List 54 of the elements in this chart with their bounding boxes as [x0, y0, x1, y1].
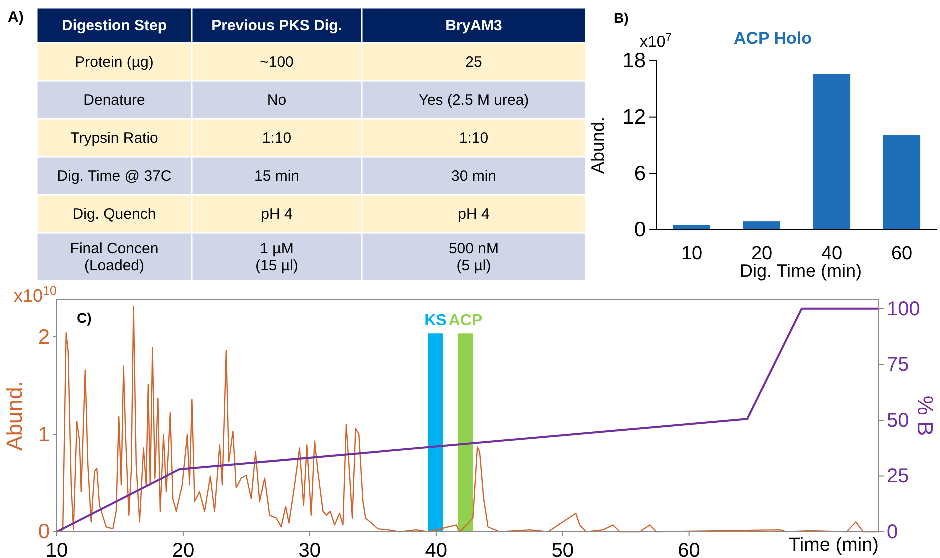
text: Yes (2.5 M urea)	[418, 92, 530, 109]
text: BryAM3	[446, 18, 502, 34]
text: Trypsin Ratio	[70, 130, 158, 147]
x-axis-title: Time (min)	[788, 535, 879, 556]
y2-tick-label: 50	[887, 410, 910, 432]
text: x10$^{7}$	[640, 32, 672, 51]
text: Final Concen (Loaded)	[70, 240, 159, 274]
text: ~100	[260, 54, 294, 71]
x-tick-label: 10	[681, 244, 703, 265]
text: Previous PKS Dig.	[212, 18, 342, 34]
y-tick-label: 2	[38, 326, 50, 349]
text: Denature	[84, 92, 146, 109]
band-label: ACP	[448, 312, 483, 330]
y2-tick-label: 0	[887, 521, 898, 544]
chart-title: ACP Holo	[734, 29, 812, 48]
text: 25	[466, 54, 482, 71]
y-tick-label: 0	[634, 218, 646, 242]
text: pH 4	[261, 206, 293, 223]
text: 1 µM (15 µl)	[256, 240, 298, 274]
y2-tick-label: 25	[887, 466, 910, 488]
x-tick-label: 60	[891, 244, 913, 265]
band-label: KS	[424, 312, 448, 330]
x-tick-label: 40	[425, 540, 448, 558]
x-tick-label: 20	[172, 540, 195, 558]
annotation: C)	[77, 310, 92, 326]
text: pH 4	[458, 206, 490, 223]
y2-axis-title: % B	[913, 396, 938, 436]
x-tick-label: 60	[678, 540, 700, 558]
y-tick-label: 6	[634, 162, 646, 186]
text: Dig. Time @ 37C	[57, 168, 172, 185]
text: A)	[8, 9, 24, 26]
text: 15 min	[254, 168, 300, 185]
y-tick-label: 18	[622, 50, 646, 73]
annotation: x10$^{10}$	[14, 284, 58, 306]
y-axis-title: Abund.	[2, 381, 27, 451]
text: 500 nM (5 µl)	[448, 240, 500, 274]
text: B)	[614, 10, 629, 26]
y-axis-title: Abund.	[588, 116, 608, 174]
y-tick-label: 12	[622, 106, 646, 130]
y2-tick-label: 75	[887, 354, 910, 376]
y-tick-label: 1	[38, 423, 50, 446]
text: No	[267, 92, 287, 109]
x-tick-label: 30	[298, 540, 322, 558]
y2-tick-label: 100	[887, 298, 920, 320]
text: 1:10	[459, 130, 489, 147]
text: 30 min	[451, 168, 497, 185]
text: Protein (µg)	[75, 54, 154, 71]
bar	[813, 74, 851, 230]
bar	[883, 135, 921, 230]
text: Digestion Step	[62, 18, 168, 34]
bar	[743, 222, 781, 230]
text: Dig. Quench	[72, 206, 156, 223]
x-tick-label: 50	[552, 540, 574, 558]
text: 1:10	[262, 130, 292, 147]
